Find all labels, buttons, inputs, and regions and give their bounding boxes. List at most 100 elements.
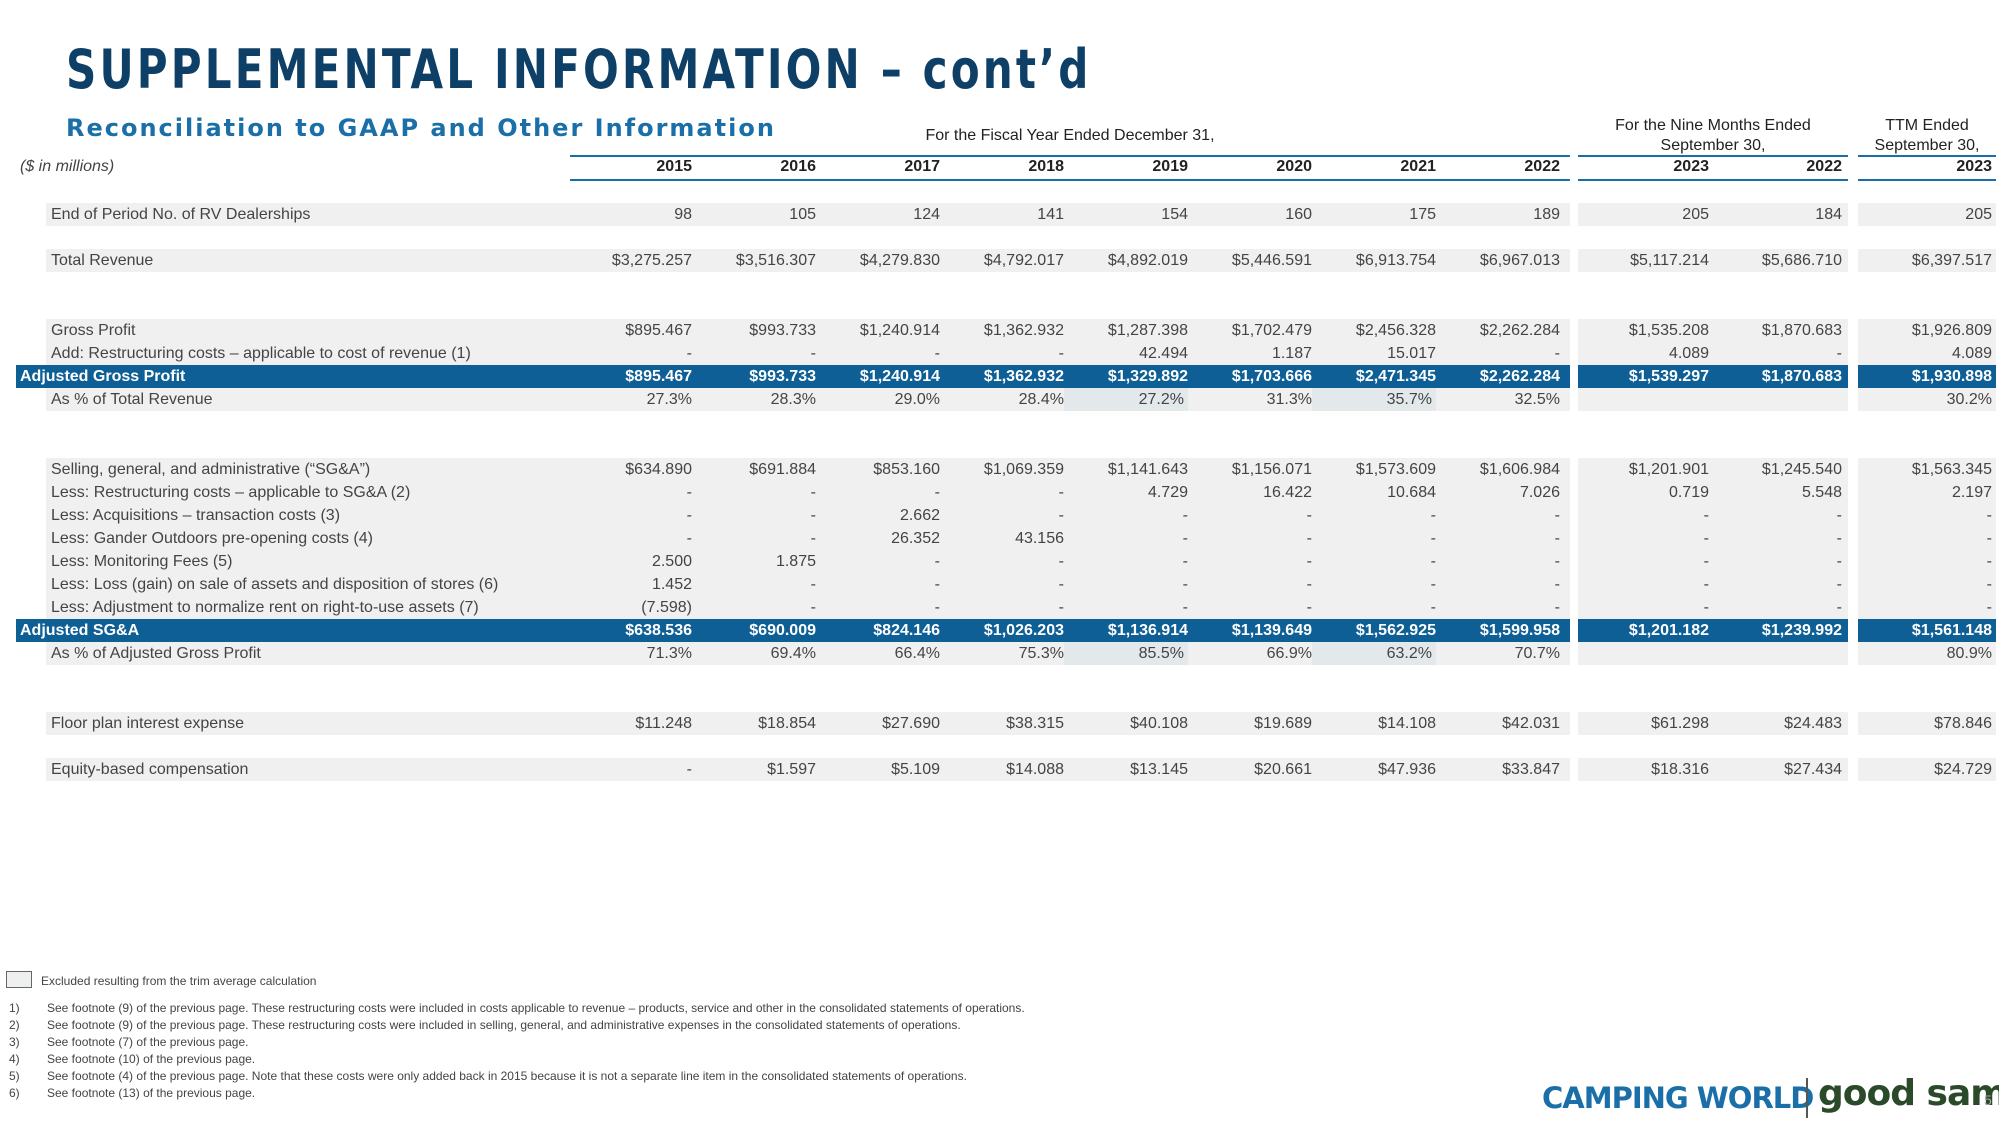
table-cell: $895.467 [625, 322, 692, 339]
row-band [1578, 758, 1848, 781]
table-cell: $5.109 [891, 761, 940, 778]
table-cell: 28.3% [770, 391, 816, 408]
table-cell: 205 [1965, 206, 1992, 223]
table-cell: $895.467 [625, 368, 692, 385]
table-cell: $2,262.284 [1479, 322, 1560, 339]
table-cell: $14.088 [1006, 761, 1064, 778]
table-cell: - [1703, 507, 1709, 524]
table-cell: $1,562.925 [1355, 622, 1436, 639]
table-cell [1597, 388, 1709, 411]
ttm-header-line2: September 30, [1874, 137, 1980, 154]
table-cell: $1,539.297 [1628, 368, 1709, 385]
table-cell: 1.187 [1271, 345, 1312, 362]
table-row: Less: Monitoring Fees (5) 2.500 1.875 - - - - -… [0, 550, 1999, 573]
table-cell: 26.352 [891, 530, 940, 547]
page-title: SUPPLEMENTAL INFORMATION – cont’d [66, 38, 1092, 101]
table-cell: - [1836, 507, 1842, 524]
table-cell: - [1986, 576, 1992, 593]
table-cell: 1.452 [651, 576, 692, 593]
table-cell: $78.846 [1934, 715, 1992, 732]
table-cell: $1,703.666 [1231, 368, 1312, 385]
table-cell: $634.890 [625, 461, 692, 478]
table-cell: $33.847 [1502, 761, 1560, 778]
column-header-3: 2018 [1028, 158, 1064, 175]
table-cell: 32.5% [1514, 391, 1560, 408]
row-band [1578, 388, 1848, 411]
table-cell: 184 [1815, 206, 1842, 223]
table-cell: $4,792.017 [983, 252, 1064, 269]
ttm-group-header: TTM Ended September 30, [1858, 116, 1996, 156]
row-band [1858, 504, 1996, 527]
table-cell: (7.598) [641, 599, 692, 616]
table-cell: $1,239.992 [1761, 622, 1842, 639]
row-label: Less: Restructuring costs – applicable t… [51, 484, 411, 501]
table-cell: - [934, 599, 940, 616]
table-cell: - [1182, 599, 1188, 616]
table-cell: $4,279.830 [859, 252, 940, 269]
table-cell: - [810, 599, 816, 616]
table-cell: - [1836, 599, 1842, 616]
footnote: 2) See footnote (9) of the previous page.… [9, 1018, 1109, 1033]
table-cell [1730, 388, 1842, 411]
table-cell: 63.2% [1312, 642, 1436, 665]
row-band [1578, 573, 1848, 596]
table-cell [1597, 642, 1709, 665]
row-band [1858, 481, 1996, 504]
row-label: End of Period No. of RV Dealerships [51, 206, 311, 223]
footnote-number: 1) [9, 1001, 20, 1015]
table-cell: $1,240.914 [859, 368, 940, 385]
units-note: ($ in millions) [20, 158, 115, 175]
table-cell: $1,139.649 [1231, 622, 1312, 639]
table-cell: $993.733 [749, 322, 816, 339]
table-cell: - [934, 484, 940, 501]
table-cell: - [1058, 576, 1064, 593]
row-band [46, 249, 1570, 272]
table-cell: - [686, 761, 692, 778]
table-row: Less: Acquisitions – transaction costs (… [0, 504, 1999, 527]
table-cell: - [1986, 553, 1992, 570]
row-label: Floor plan interest expense [51, 715, 244, 732]
row-band [46, 527, 1570, 550]
footnote-text: See footnote (4) of the previous page. N… [47, 1069, 967, 1083]
row-label: Less: Loss (gain) on sale of assets and … [51, 576, 499, 593]
row-band [1578, 596, 1848, 619]
row-band [16, 365, 1570, 388]
row-label: Less: Acquisitions – transaction costs (… [51, 507, 341, 524]
table-cell: 29.0% [894, 391, 940, 408]
footnote-text: See footnote (9) of the previous page. T… [47, 1001, 1025, 1015]
table-cell: - [686, 484, 692, 501]
row-band [1858, 573, 1996, 596]
table-cell: 175 [1409, 206, 1436, 223]
table-cell: $1,362.932 [983, 368, 1064, 385]
table-cell: 2.197 [1951, 484, 1992, 501]
table-cell: $5,446.591 [1231, 252, 1312, 269]
column-header-8: 2023 [1673, 158, 1709, 175]
row-band [1578, 504, 1848, 527]
row-band [46, 712, 1570, 735]
table-cell: $13.145 [1130, 761, 1188, 778]
table-cell: $42.031 [1502, 715, 1560, 732]
row-band [1858, 596, 1996, 619]
table-cell: $1,156.071 [1231, 461, 1312, 478]
table-cell: - [1430, 507, 1436, 524]
table-cell: - [1986, 599, 1992, 616]
row-label: Equity-based compensation [51, 761, 249, 778]
table-cell: $1,240.914 [859, 322, 940, 339]
table-cell: $2,471.345 [1355, 368, 1436, 385]
row-label: Adjusted SG&A [20, 622, 140, 639]
table-cell: $853.160 [873, 461, 940, 478]
table-cell: 15.017 [1387, 345, 1436, 362]
table-cell: 30.2% [1946, 391, 1992, 408]
nine-months-group-header: For the Nine Months Ended September 30, [1578, 116, 1848, 156]
row-band [46, 319, 1570, 342]
footnote-number: 4) [9, 1052, 20, 1066]
footnote: 4) See footnote (10) of the previous page… [9, 1052, 1109, 1067]
row-band [46, 203, 1570, 226]
row-band [46, 458, 1570, 481]
row-band [1858, 527, 1996, 550]
table-cell: - [1554, 530, 1560, 547]
table-cell: $6,913.754 [1355, 252, 1436, 269]
table-cell: 28.4% [1018, 391, 1064, 408]
table-cell: $11.248 [635, 715, 692, 732]
table-cell: - [1058, 507, 1064, 524]
